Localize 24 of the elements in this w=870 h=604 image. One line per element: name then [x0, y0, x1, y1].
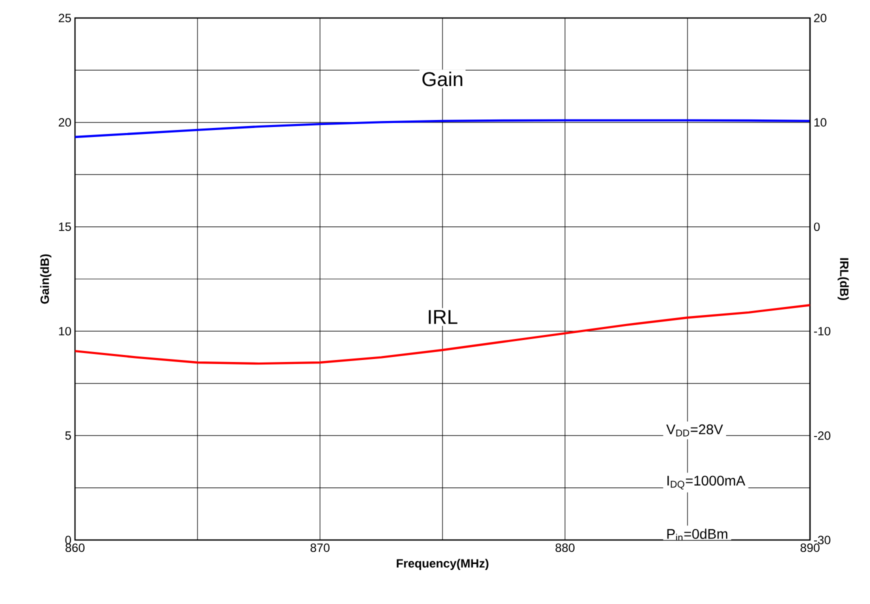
x-tick-label: 890 — [800, 544, 820, 552]
y2-axis-title: IRL(dB) — [838, 258, 849, 300]
annotation: V$_{DD}$=28V — [666, 424, 724, 436]
y-tick-label: 10 — [59, 326, 72, 336]
x-tick-label: 880 — [556, 544, 575, 552]
y-tick-label: 25 — [58, 14, 71, 22]
y-axis-title: Gain(dB) — [40, 254, 52, 304]
y2-tick-label: 0 — [814, 222, 820, 232]
y-tick-label: 0 — [65, 536, 72, 544]
y2-tick-label: 10 — [814, 118, 826, 127]
x-tick-label: 870 — [310, 544, 330, 552]
y2-tick-label: 20 — [814, 14, 826, 22]
series-label: IRL — [428, 310, 458, 324]
series-label: Gain — [422, 72, 462, 86]
annotation: I$_{DQ}$=1000mA — [667, 476, 746, 490]
y2-tick-label: -20 — [814, 431, 830, 440]
y-tick-label: 20 — [58, 118, 72, 127]
y2-tick-label: -30 — [814, 536, 830, 544]
x-tick-label: 860 — [66, 544, 85, 552]
y2-tick-label: -10 — [814, 326, 830, 336]
x-axis-title: Frequency(MHz) — [396, 558, 488, 570]
line-series — [75, 304, 810, 365]
y-tick-label: 15 — [59, 222, 71, 231]
y-tick-label: 5 — [65, 431, 71, 440]
